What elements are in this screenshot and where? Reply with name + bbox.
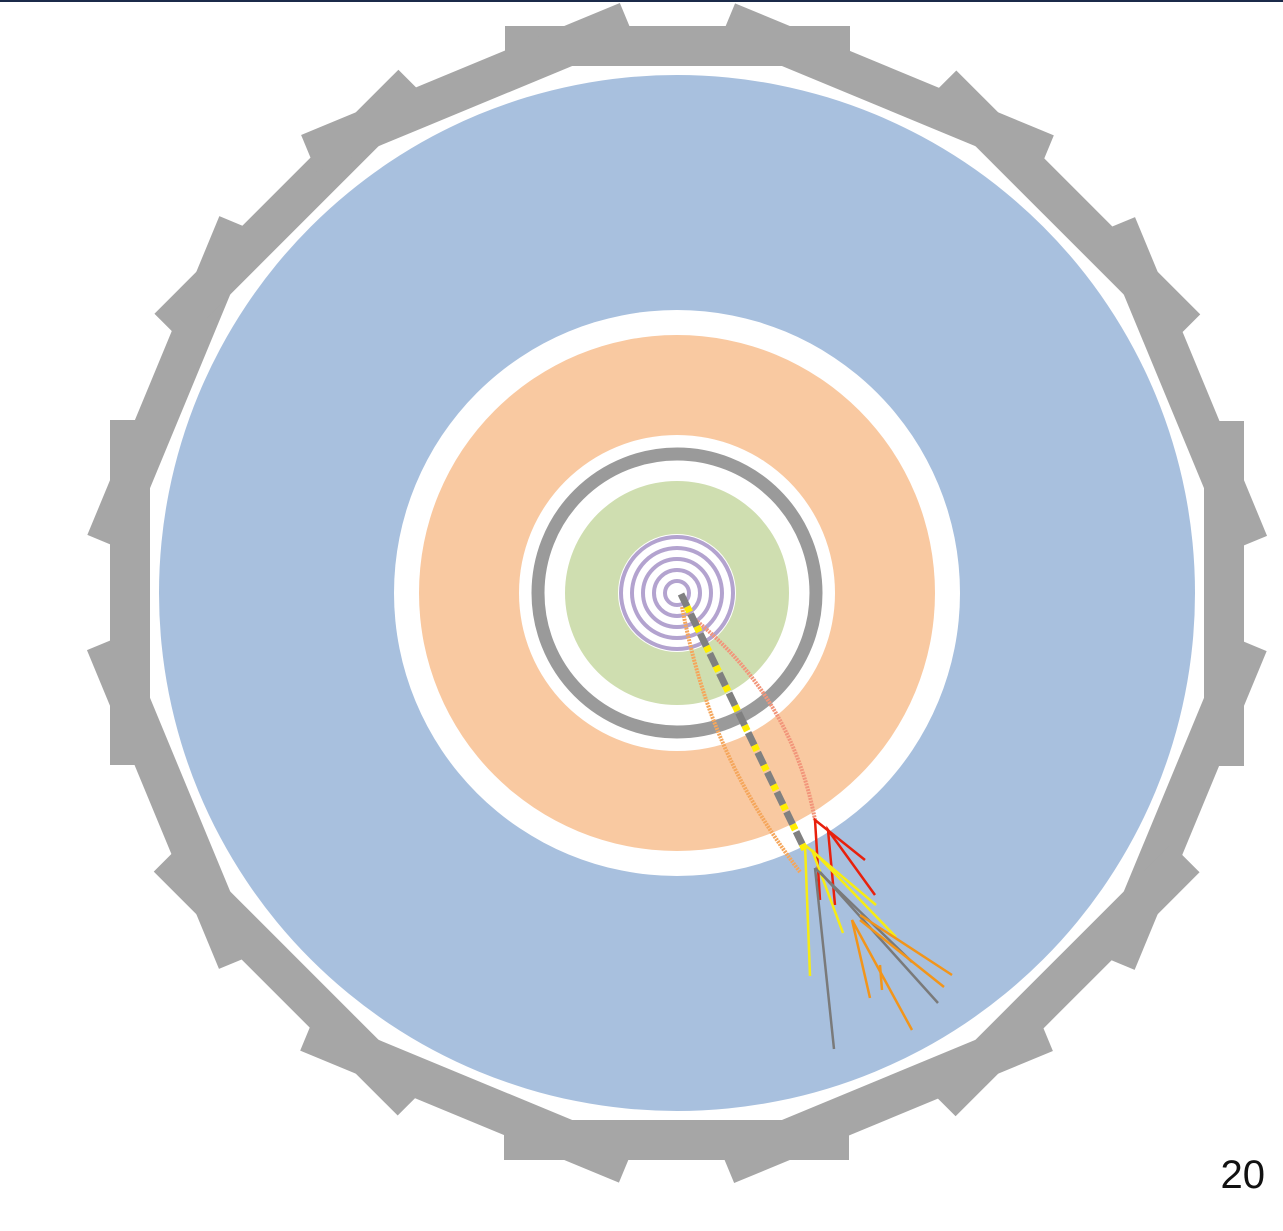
jet-red xyxy=(813,817,877,906)
jet-orange xyxy=(850,913,953,1031)
jet-line xyxy=(813,817,866,901)
pixel-layer xyxy=(663,579,691,607)
dashed-track xyxy=(677,592,809,852)
solenoid xyxy=(531,447,823,739)
jet-line xyxy=(859,919,945,988)
jet-gray xyxy=(813,867,939,1050)
jet-line xyxy=(811,849,897,938)
jet-line xyxy=(803,844,812,977)
jet-line xyxy=(810,849,845,934)
track xyxy=(686,612,817,821)
jet-line xyxy=(878,964,884,991)
jet-line xyxy=(826,825,877,906)
pixel-detector xyxy=(618,534,736,652)
jet-line xyxy=(819,871,939,1004)
pixel-layer xyxy=(619,535,735,651)
jet-yellow xyxy=(803,844,897,977)
jet-line xyxy=(859,913,953,977)
pixel-layers xyxy=(619,535,735,651)
jet-line xyxy=(813,867,836,1050)
track xyxy=(680,606,802,874)
slide-number: 20 xyxy=(1221,1153,1266,1197)
tracks xyxy=(677,592,953,1050)
dashed-track xyxy=(677,592,809,852)
pixel-layer xyxy=(641,557,713,629)
pixel-layer xyxy=(630,546,724,640)
muon-chambers xyxy=(86,2,1268,1184)
header-line xyxy=(0,0,1283,2)
pixel-layer xyxy=(652,568,702,618)
jet-line xyxy=(850,919,914,1031)
muon-chamber xyxy=(301,2,636,172)
